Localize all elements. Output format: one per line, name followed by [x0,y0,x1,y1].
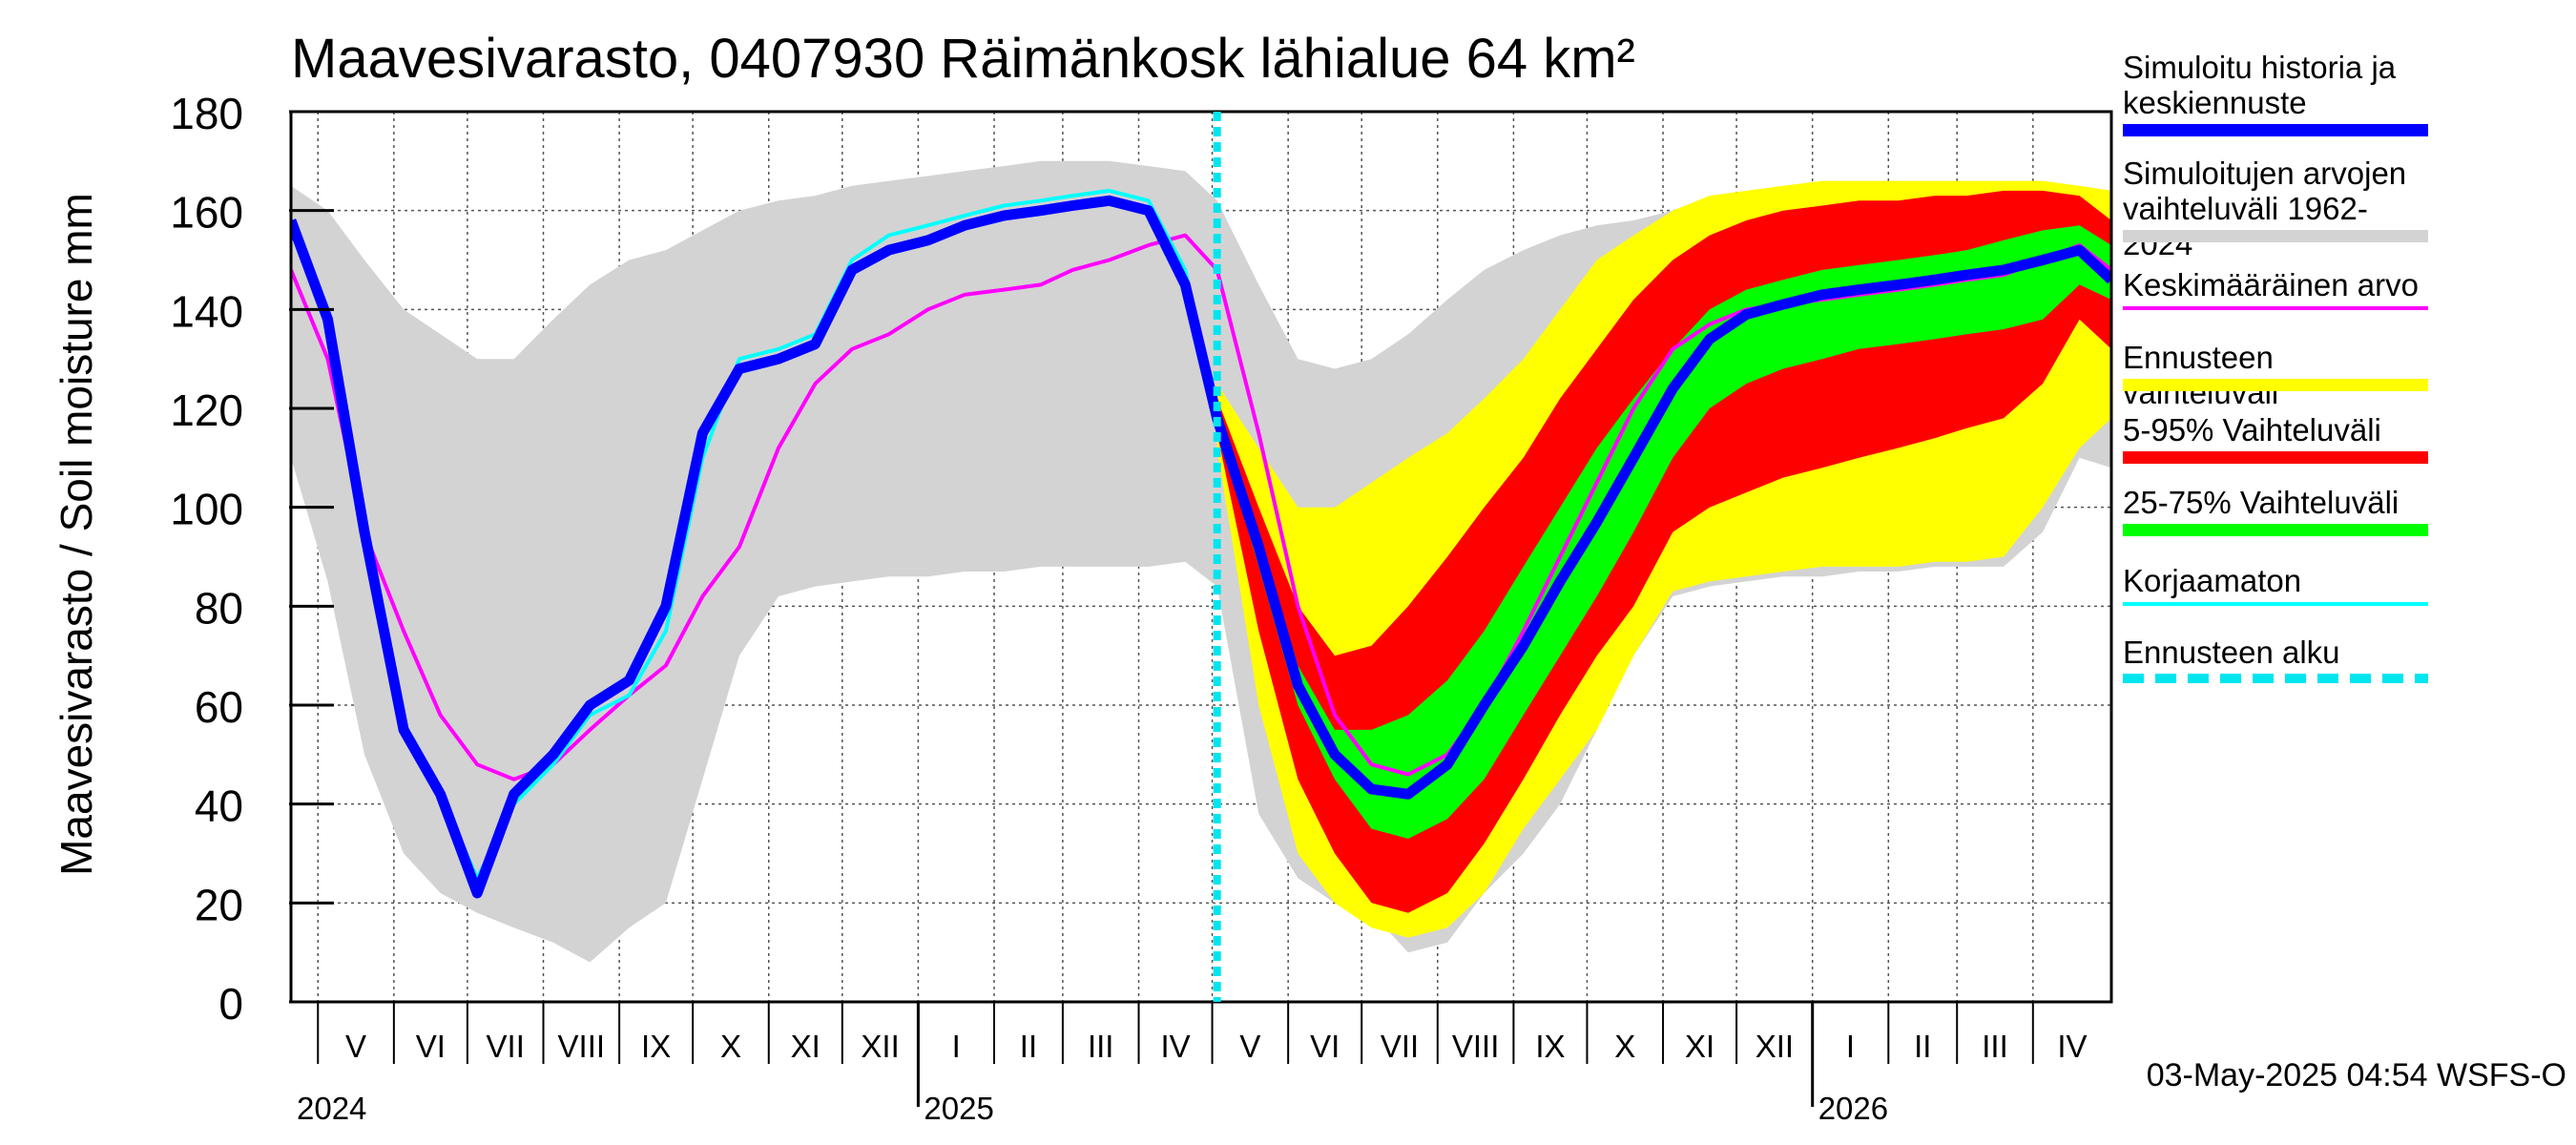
x-month-label: VII [1381,1029,1419,1064]
x-month-label: V [1239,1029,1260,1064]
legend-label: 25-75% Vaihteluväli [2123,485,2399,520]
x-month-label: VI [1310,1029,1340,1064]
band-25-75-vaihteluv-li [1216,225,2111,839]
legend-label: Ennusteen alku [2123,635,2340,670]
y-tick-label: 40 [195,781,243,831]
y-axis-label: Maavesivarasto / Soil moisture mm [19,124,134,945]
x-month-label: X [720,1029,741,1064]
legend-label: 5-95% Vaihteluväli [2123,412,2381,448]
y-tick-label: 20 [195,880,243,929]
legend-label: keskiennuste [2123,85,2307,120]
x-year-label: 2024 [297,1091,366,1126]
legend-label: Keskimääräinen arvo [2123,267,2419,302]
legend-swatch [2123,379,2428,391]
legend-item: 25-75% Vaihteluväli [2123,485,2428,536]
x-month-label: IV [1160,1029,1190,1064]
legend-swatch [2123,124,2428,136]
legend-item: Simuloitu historia ja keskiennuste [2123,50,2428,136]
x-month-label: XII [1755,1029,1794,1064]
legend-swatch [2123,451,2428,464]
legend-label: Simuloitujen arvojen [2123,156,2407,191]
legend-item: Keskimääräinen arvo [2123,267,2428,310]
legend-item: Simuloitujen arvojen vaihteluväli 1962-20… [2123,156,2428,261]
x-month-label: XI [791,1029,821,1064]
y-tick-label: 180 [170,89,243,138]
x-month-label: VIII [558,1029,606,1064]
x-month-label: II [1020,1029,1037,1064]
x-month-label: VII [487,1029,525,1064]
legend-label: Ennusteen vaihteluväli [2123,340,2279,410]
legend-swatch [2123,674,2428,683]
x-month-label: V [345,1029,366,1064]
x-month-label: IV [2057,1029,2087,1064]
y-tick-label: 120 [170,385,243,435]
plot-frame [289,110,2113,1004]
x-month-label: XI [1685,1029,1714,1064]
x-month-label: VIII [1452,1029,1500,1064]
legend-label: Simuloitu historia ja [2123,50,2397,85]
y-tick-label: 100 [170,485,243,534]
x-year-label: 2025 [924,1091,993,1126]
legend-item: Ennusteen alku [2123,635,2428,683]
legend-swatch [2123,306,2428,310]
x-month-label: I [952,1029,961,1064]
x-month-label: III [1088,1029,1114,1064]
y-tick-label: 0 [218,979,243,1029]
chart-title: Maavesivarasto, 0407930 Räimänkosk lähia… [291,28,1635,90]
x-month-label: VI [416,1029,446,1064]
timestamp-footer: 03-May-2025 04:54 WSFS-O [2146,1057,2566,1093]
legend-label: Korjaamaton [2123,563,2302,598]
x-month-label: I [1846,1029,1855,1064]
x-month-label: XII [861,1029,899,1064]
legend-swatch [2123,524,2428,536]
series-layer [291,160,2111,963]
y-axis-label-text: Maavesivarasto / Soil moisture mm [52,193,101,876]
y-tick-label: 80 [195,583,243,633]
legend-item: 5-95% Vaihteluväli [2123,412,2428,464]
x-month-label: IX [1535,1029,1565,1064]
x-year-label: 2026 [1818,1091,1888,1126]
legend-swatch [2123,230,2428,242]
x-month-label: IX [641,1029,671,1064]
y-tick-label: 140 [170,286,243,336]
x-month-label: X [1614,1029,1635,1064]
y-tick-label: 160 [170,188,243,238]
legend-item: Korjaamaton [2123,563,2428,606]
y-tick-label: 60 [195,682,243,732]
line-simuloitu-historia-ja-keskiennuste [291,195,2111,899]
x-month-label: III [1982,1029,2008,1064]
legend-label: vaihteluväli 1962-2024 [2123,191,2368,261]
legend-swatch [2123,602,2428,606]
legend-item: Ennusteen vaihteluväli [2123,340,2428,410]
x-month-label: II [1914,1029,1931,1064]
